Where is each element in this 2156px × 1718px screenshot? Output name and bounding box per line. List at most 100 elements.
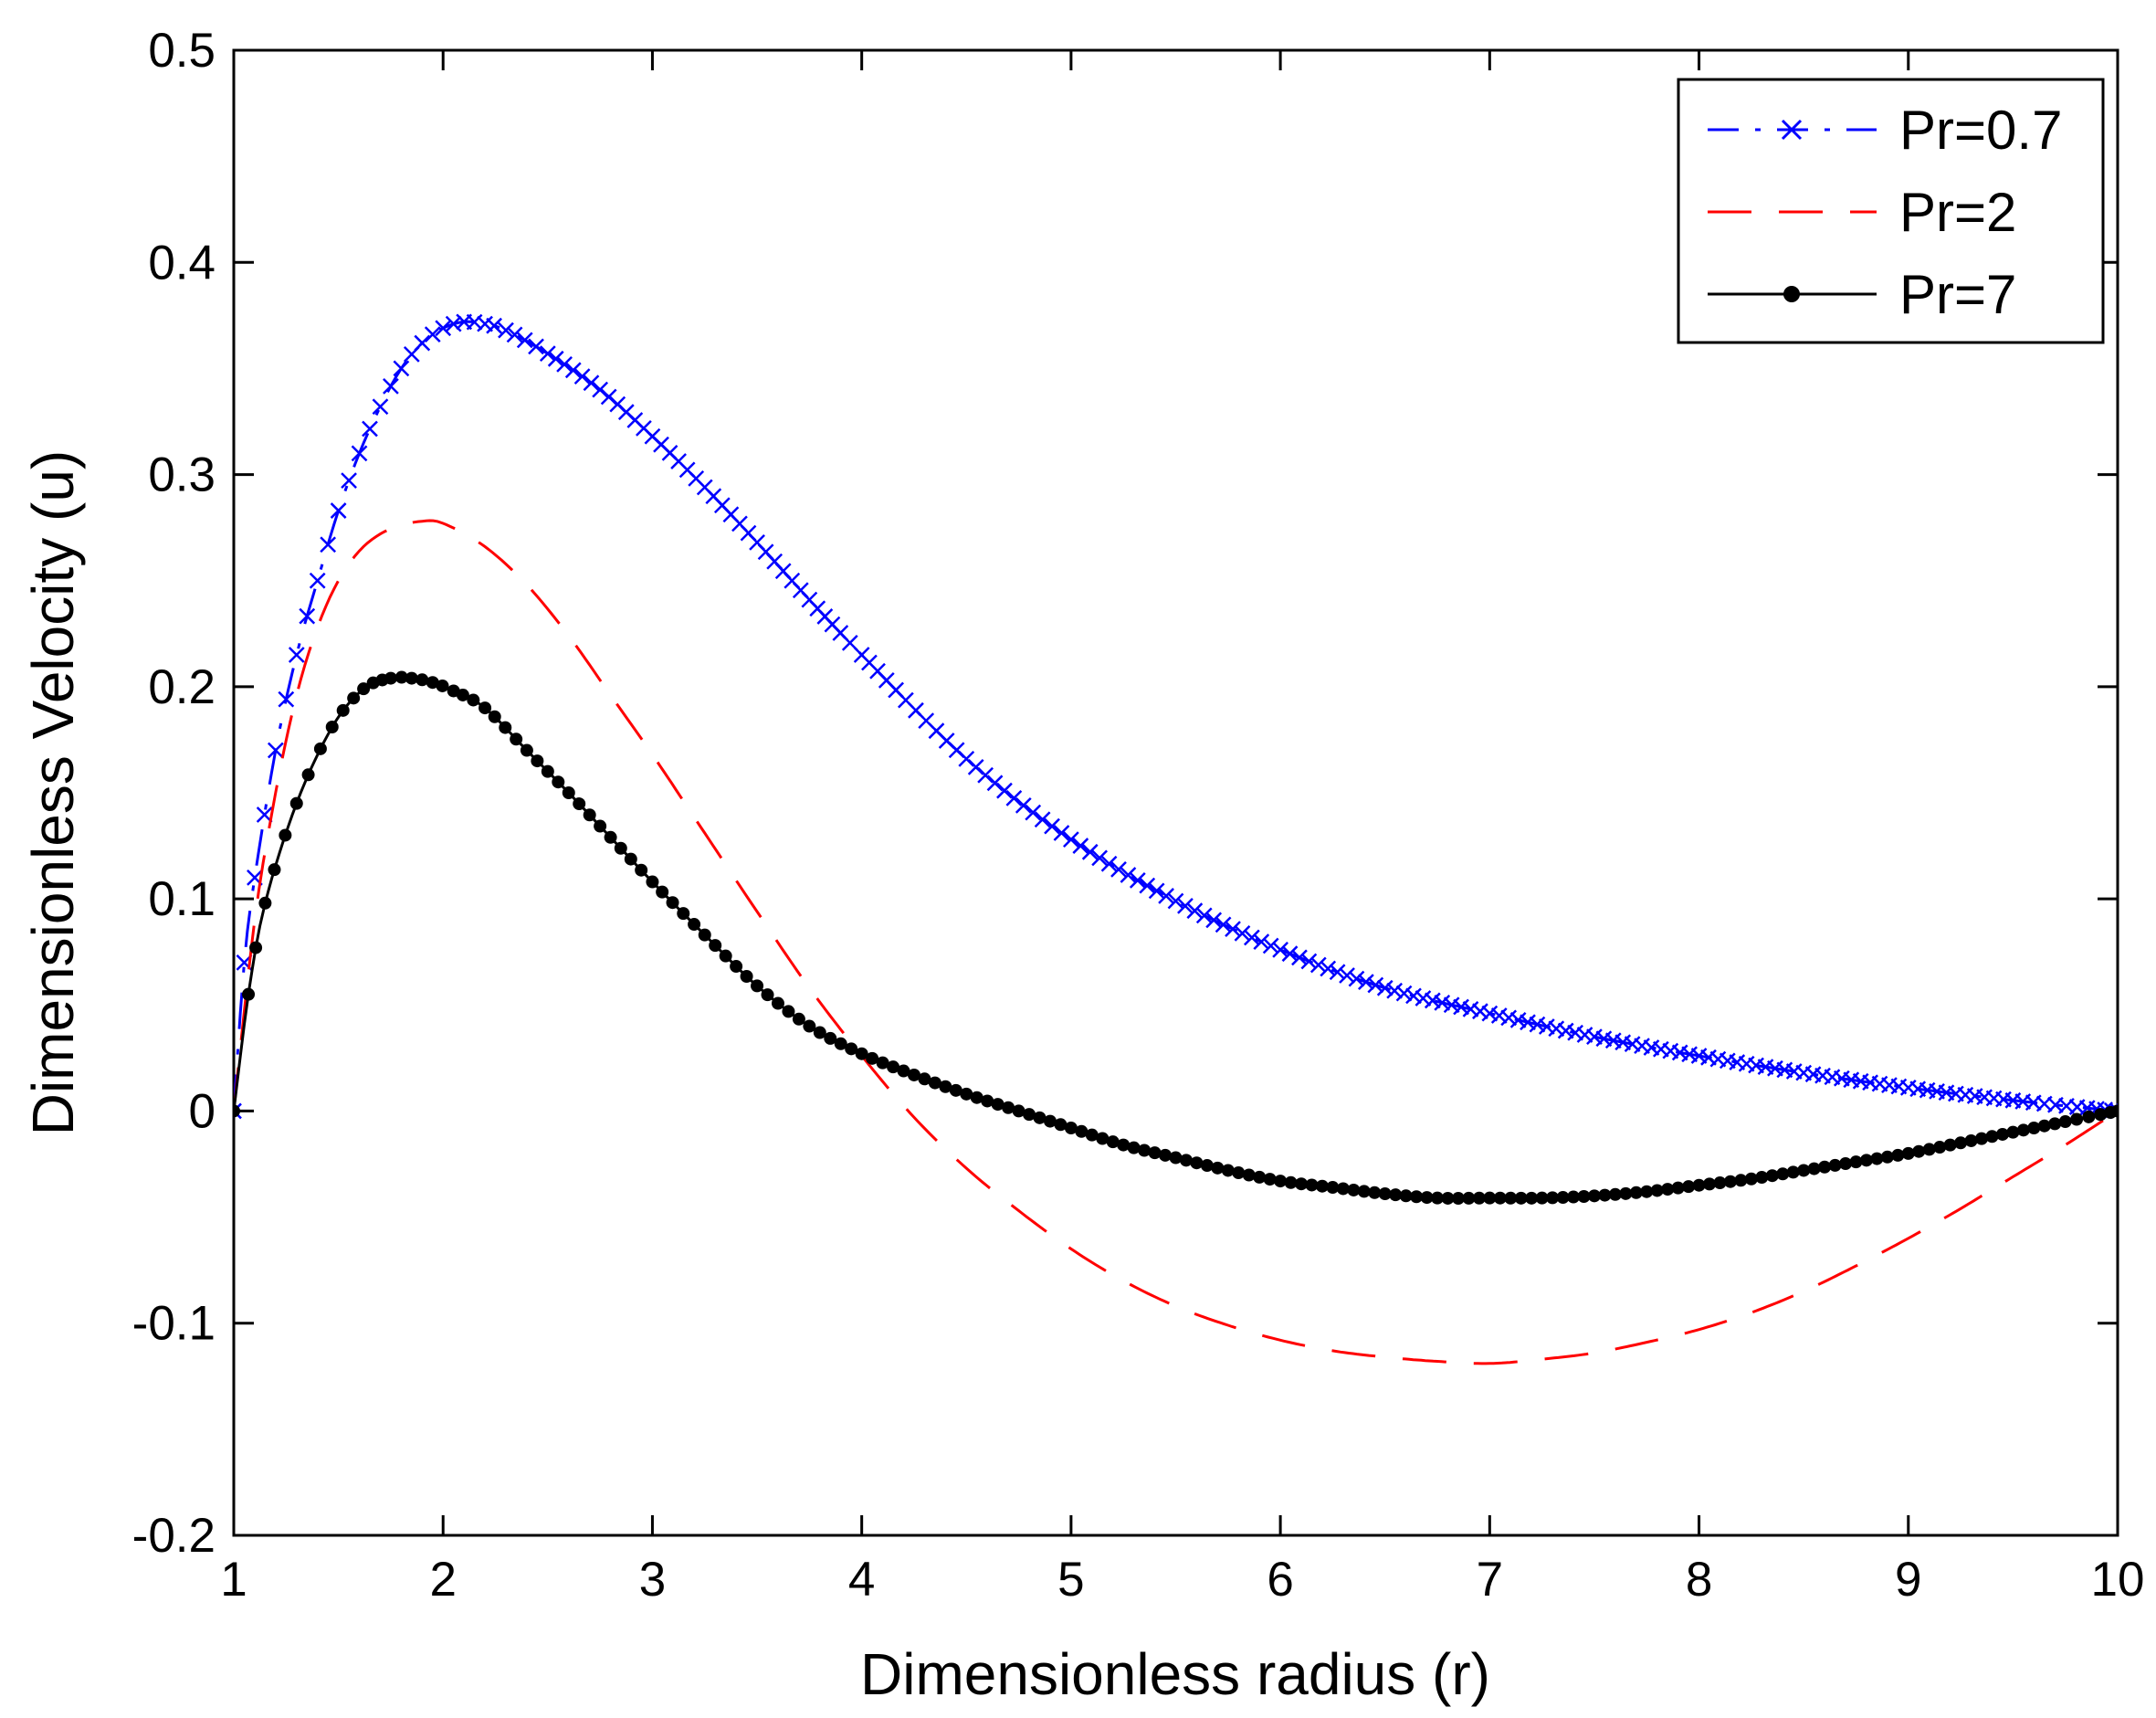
marker-star [1023, 1108, 1036, 1122]
marker-x [1148, 882, 1165, 900]
marker-star [688, 918, 701, 932]
legend-marker [1783, 286, 1800, 302]
marker-x [1376, 979, 1394, 996]
marker-star [918, 1072, 931, 1086]
marker-star [949, 1083, 962, 1097]
marker-star [573, 797, 586, 811]
marker-x [1509, 1011, 1527, 1028]
marker-star [2016, 1123, 2030, 1137]
marker-star [1221, 1164, 1235, 1177]
marker-star [740, 970, 753, 984]
marker-star [981, 1094, 994, 1108]
marker-x [1424, 992, 1441, 1009]
marker-star [1859, 1154, 1873, 1167]
marker-star [1493, 1191, 1507, 1205]
marker-star [1347, 1183, 1361, 1196]
marker-star [677, 907, 690, 921]
marker-x [1225, 921, 1241, 938]
marker-x [1472, 1003, 1488, 1020]
marker-star [1744, 1172, 1758, 1186]
marker-star [1242, 1168, 1256, 1182]
marker-x [393, 360, 410, 377]
marker-star [2058, 1115, 2072, 1129]
marker-star [1472, 1191, 1486, 1205]
marker-star [562, 786, 575, 799]
series-pr-2 [234, 519, 2118, 1365]
marker-star [1483, 1191, 1497, 1205]
marker-star [479, 701, 492, 715]
marker-x [1357, 974, 1374, 990]
marker-x [1205, 912, 1223, 929]
marker-star [928, 1076, 941, 1090]
marker-x [234, 1102, 242, 1120]
marker-star [635, 863, 648, 877]
series-line [234, 675, 2118, 1200]
legend-label: Pr=0.7 [1899, 100, 2062, 161]
marker-x [1586, 1028, 1603, 1046]
x-tick-label: 5 [1057, 1553, 1084, 1607]
marker-x [573, 368, 591, 385]
marker-star [709, 939, 722, 953]
marker-star [1096, 1132, 1110, 1145]
marker-star [384, 671, 397, 685]
marker-star [301, 768, 315, 782]
y-tick-label: 0.3 [148, 448, 216, 502]
marker-star [1085, 1128, 1099, 1142]
marker-star [1462, 1191, 1476, 1205]
marker-x [1309, 956, 1327, 974]
marker-x [1557, 1022, 1574, 1039]
marker-x [1576, 1027, 1593, 1043]
marker-x [1025, 804, 1042, 821]
marker-x [1234, 925, 1251, 942]
marker-star [1703, 1177, 1717, 1191]
marker-star [1922, 1143, 1936, 1156]
marker-star [1106, 1135, 1120, 1149]
marker-x [1395, 985, 1413, 1002]
marker-star [249, 941, 263, 954]
series-pr-7 [234, 670, 2118, 1206]
marker-star [279, 828, 292, 842]
series-line [234, 519, 2118, 1365]
marker-x [362, 420, 378, 437]
marker-star [1880, 1150, 1894, 1164]
marker-star [1619, 1186, 1633, 1200]
marker-x [1215, 916, 1232, 933]
marker-star [1985, 1130, 1999, 1144]
marker-star [1587, 1189, 1601, 1203]
marker-star [1671, 1181, 1685, 1195]
marker-x [299, 607, 316, 625]
marker-x [1100, 855, 1118, 872]
marker-star [1849, 1155, 1863, 1169]
marker-star [1807, 1162, 1821, 1175]
series-pr-0-7 [234, 313, 2118, 1120]
marker-x [1177, 898, 1194, 914]
marker-star [1650, 1184, 1664, 1197]
marker-x [288, 647, 305, 663]
series-group [234, 313, 2118, 1365]
marker-star [1127, 1141, 1141, 1154]
marker-star [1357, 1185, 1371, 1198]
marker-x [320, 536, 337, 553]
marker-star [1043, 1114, 1057, 1128]
marker-x [1520, 1014, 1536, 1031]
marker-star [1075, 1124, 1089, 1138]
marker-star [488, 710, 501, 723]
marker-star [456, 688, 469, 701]
marker-star [1870, 1152, 1884, 1165]
marker-star [357, 682, 371, 696]
marker-x [1186, 902, 1204, 920]
marker-star [258, 896, 272, 910]
marker-star [656, 885, 669, 899]
marker-star [499, 721, 512, 734]
marker-star [2111, 1104, 2118, 1118]
marker-star [1964, 1133, 1978, 1147]
marker-star [824, 1031, 837, 1045]
marker-star [531, 754, 544, 768]
marker-star [1797, 1164, 1811, 1177]
marker-star [1514, 1191, 1528, 1205]
marker-x [383, 377, 399, 395]
x-tick-label: 1 [220, 1553, 247, 1607]
marker-star [1336, 1182, 1350, 1196]
marker-star [1148, 1146, 1162, 1160]
marker-star [1253, 1170, 1267, 1184]
